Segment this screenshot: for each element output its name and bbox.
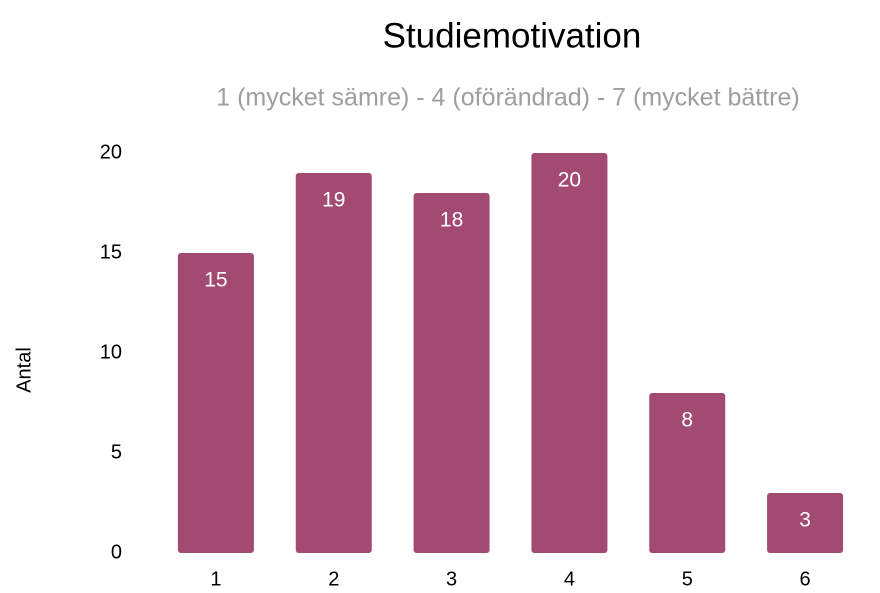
data-label: 15 [204, 269, 227, 292]
x-tick-label: 3 [446, 568, 457, 590]
data-label: 20 [558, 169, 581, 192]
y-tick-label: 15 [100, 241, 122, 263]
y-axis-label: Antal [13, 347, 35, 393]
x-tick-label: 4 [564, 568, 575, 590]
x-tick-label: 5 [682, 568, 693, 590]
data-label: 3 [799, 509, 811, 532]
data-label: 19 [322, 189, 345, 212]
bar [531, 153, 608, 553]
x-tick-label: 6 [800, 568, 811, 590]
chart-subtitle: 1 (mycket sämre) - 4 (oförändrad) - 7 (m… [216, 84, 799, 112]
y-tick-label: 20 [100, 141, 122, 163]
bar [295, 173, 372, 553]
x-tick-label: 2 [328, 568, 339, 590]
y-tick-label: 0 [111, 541, 122, 563]
bar [177, 253, 254, 553]
chart-title: Studiemotivation [383, 16, 642, 55]
data-label: 18 [440, 209, 463, 232]
bar [649, 393, 726, 553]
bar [767, 493, 844, 553]
y-tick-label: 5 [111, 441, 122, 463]
x-tick-label: 1 [210, 568, 221, 590]
bar [413, 193, 490, 553]
data-label: 8 [681, 409, 693, 432]
y-tick-label: 10 [100, 341, 122, 363]
